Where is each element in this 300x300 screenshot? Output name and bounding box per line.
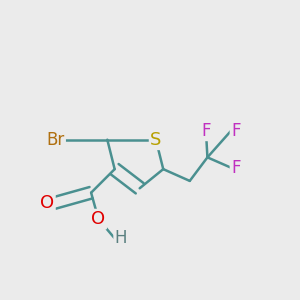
Text: F: F [231, 159, 241, 177]
Text: Br: Br [46, 131, 64, 149]
Text: O: O [40, 194, 54, 212]
Text: F: F [201, 122, 211, 140]
Text: H: H [115, 229, 127, 247]
Text: S: S [150, 131, 162, 149]
Text: O: O [92, 210, 106, 228]
Text: F: F [231, 122, 241, 140]
